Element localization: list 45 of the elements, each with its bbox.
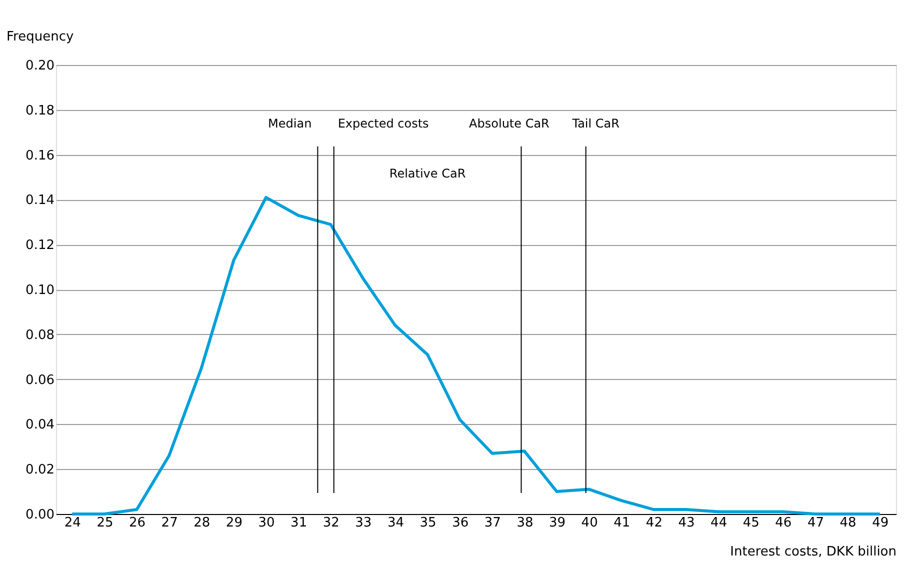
y-tick-label: 0.04 [26,418,54,433]
line-series [70,196,882,516]
x-tick-label: 28 [194,516,210,530]
x-axis-title: Interest costs, DKK billion [730,544,896,560]
y-tick-label: 0.08 [26,328,54,343]
x-tick-label: 34 [387,516,404,530]
y-tick-label: 0.10 [26,283,54,298]
x-tick-label: 48 [840,516,856,530]
x-tick-label: 25 [96,516,114,530]
x-tick-label: 43 [678,516,695,530]
y-tick-label: 0.14 [26,193,54,208]
x-tick-label: 37 [484,516,501,530]
x-tick-label: 32 [322,516,340,530]
x-tick-label: 47 [807,516,824,530]
x-tick-label: 49 [872,516,889,530]
x-tick-label: 38 [516,516,534,530]
ref-line-label: Tail CaR [571,116,620,130]
x-tick-label: 44 [710,516,728,530]
x-tick-label: 42 [646,516,662,530]
y-tick-label: 0.20 [26,58,54,74]
y-tick-label: 0.00 [26,508,54,522]
x-tick-label: 31 [290,516,308,530]
x-tick-label: 41 [614,516,630,530]
y-tick-label: 0.12 [26,238,54,254]
y-tick-label: 0.18 [26,103,54,118]
x-tick-label: 35 [420,516,436,530]
ref-line-label: Absolute CaR [469,116,550,130]
ref-line-label: Expected costs [338,116,429,130]
x-tick-label: 27 [161,516,178,530]
ref-line-label: Median [268,116,312,130]
x-tick-label: 39 [548,516,566,530]
x-tick-label: 30 [258,516,275,530]
x-tick-label: 46 [775,516,792,530]
x-tick-label: 36 [452,516,469,530]
y-tick-label: 0.16 [26,148,54,164]
x-tick-label: 24 [64,516,81,530]
x-tick-label: 33 [355,516,372,530]
x-tick-label: 45 [742,516,760,530]
x-tick-label: 26 [128,516,146,530]
y-tick-label: 0.02 [26,462,54,478]
x-tick-label: 29 [226,516,242,530]
annotation: Relative CaR [389,166,466,181]
x-tick-label: 40 [581,516,598,530]
y-tick-label: 0.06 [26,372,54,388]
y-axis-title: Frequency [6,30,74,44]
